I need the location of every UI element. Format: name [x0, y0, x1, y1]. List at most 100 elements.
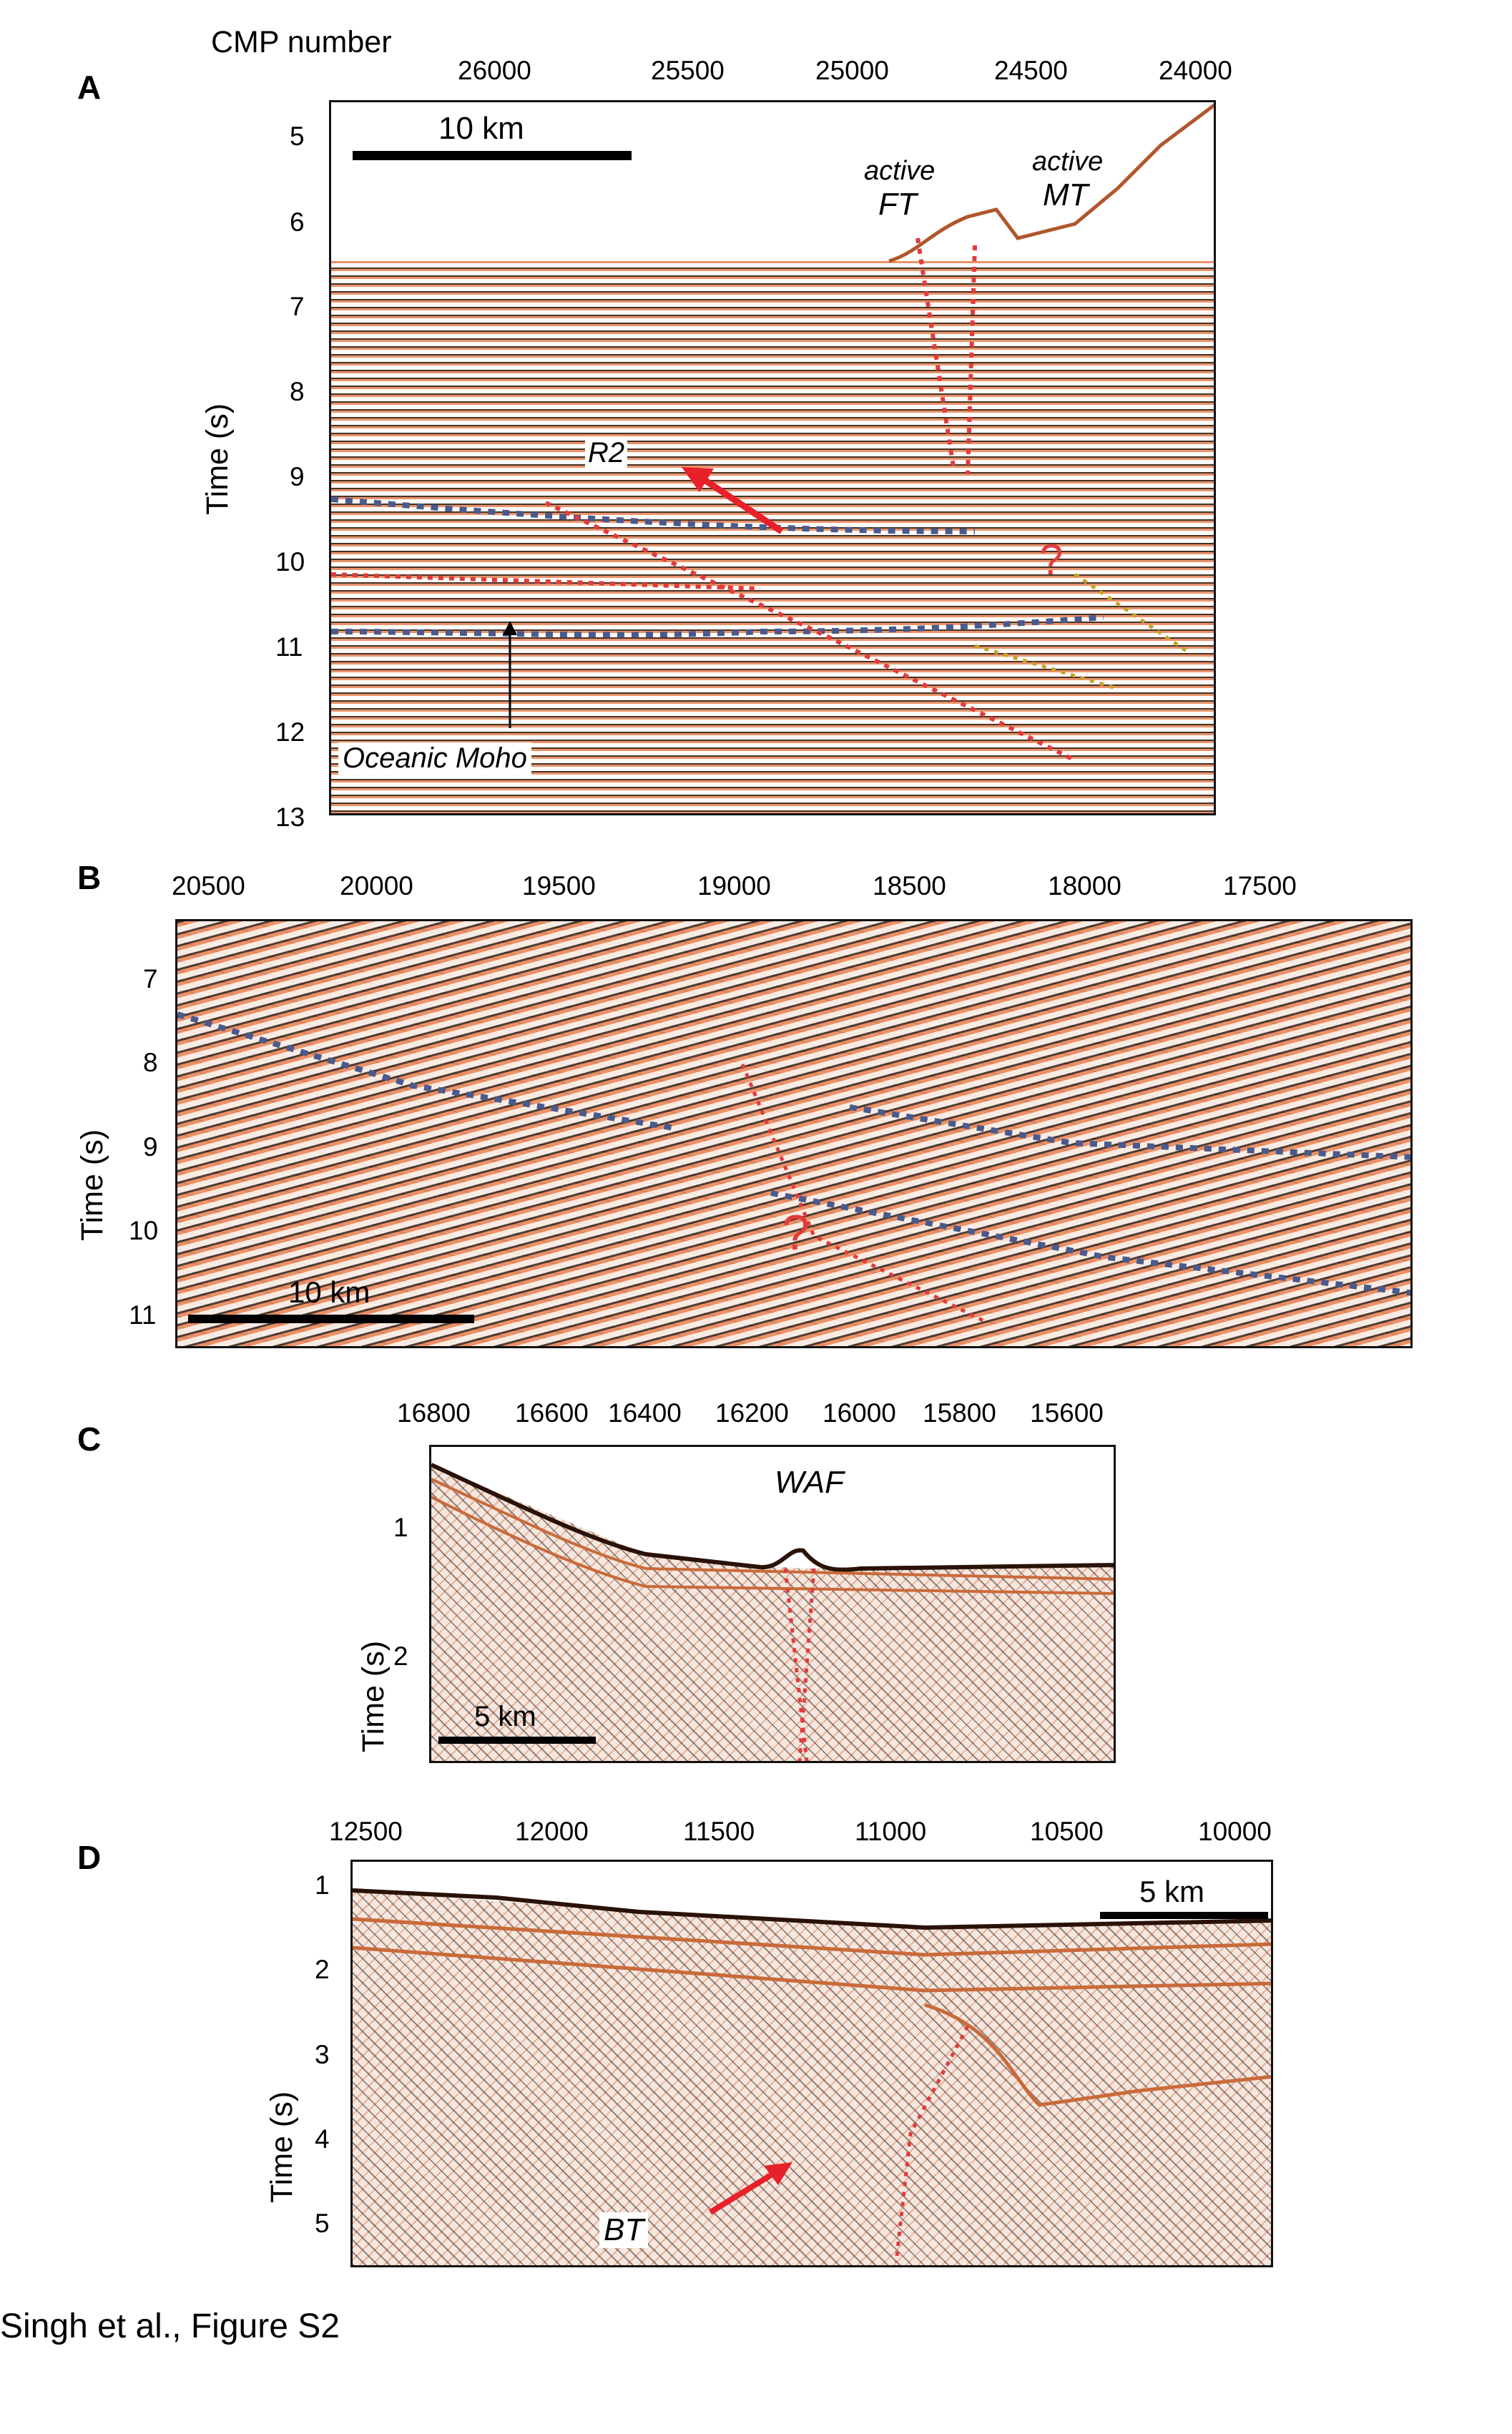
panel-b-seismic-section: ? 10 km	[175, 919, 1413, 1348]
panel-c-xtick: 16400	[608, 1398, 682, 1428]
panel-c-overlay	[431, 1447, 1114, 1761]
panel-d-ytick: 5	[315, 2209, 330, 2238]
panel-c-xtick: 16800	[397, 1398, 471, 1428]
mt-label: MT	[1043, 177, 1089, 212]
panel-d-reflectors	[353, 1917, 1271, 2107]
panel-a-ytick: 12	[275, 717, 305, 747]
panel-d-xtick: 12000	[515, 1817, 589, 1846]
question-mark-a: ?	[1039, 536, 1064, 584]
panel-b-fault	[740, 1064, 987, 1324]
panel-d-ytick: 2	[315, 1955, 330, 1984]
bt-fault	[894, 2025, 970, 2263]
panel-b-reflector-right	[849, 1104, 1410, 1160]
panel-d-seismic-section: BT 5 km	[350, 1860, 1273, 2267]
panel-d-ytick: 1	[315, 1870, 330, 1900]
panel-a-label: A	[77, 69, 102, 106]
panel-c-scale-label: 5 km	[474, 1701, 536, 1732]
panel-c-ytick: 2	[393, 1642, 408, 1671]
panel-a-water-column	[331, 102, 1214, 261]
panel-a-xtick: 25000	[815, 56, 889, 85]
panel-a-xtick: 26000	[458, 56, 531, 85]
active-ft-label: active	[864, 156, 936, 186]
panel-a-xtick: 24000	[1159, 56, 1232, 85]
red-arrow-icon	[682, 467, 714, 492]
panel-d-label: D	[77, 1839, 102, 1876]
panel-c-seafloor	[431, 1463, 1114, 1572]
waf-fault	[783, 1568, 816, 1761]
panel-d-xtick: 12500	[329, 1817, 403, 1846]
panel-d-ylabel: Time (s)	[265, 2091, 299, 2203]
panel-c-ytick: 1	[393, 1513, 408, 1542]
panel-b-reflector-lower	[770, 1190, 1410, 1296]
panel-d-seafloor	[353, 1888, 1271, 1930]
panel-b-reflector-upper	[177, 1011, 679, 1132]
panel-b-xtick: 18000	[1048, 871, 1121, 901]
panel-a-ytick: 13	[275, 803, 305, 832]
panel-b-xtick: 20500	[172, 871, 245, 901]
yellow-reflector	[974, 572, 1191, 691]
panel-a-scale-label: 10 km	[438, 111, 524, 146]
panel-b-label: B	[77, 859, 102, 896]
panel-a-ytick: 5	[290, 122, 305, 151]
figure-caption: Singh et al., Figure S2	[0, 2307, 340, 2345]
panel-c-ylabel: Time (s)	[356, 1640, 391, 1752]
panel-b-ytick: 9	[143, 1132, 158, 1162]
panel-d-ytick: 3	[315, 2040, 330, 2069]
panel-b-overlay	[177, 1011, 1410, 1324]
panel-d-xtick: 10500	[1030, 1817, 1104, 1846]
panel-a-ytick: 7	[290, 292, 305, 321]
panel-a-ytick: 8	[290, 377, 305, 406]
panel-b-ytick: 10	[129, 1216, 159, 1245]
cmp-number-label: CMP number	[211, 25, 392, 59]
panel-b-xtick: 20000	[340, 871, 413, 901]
panel-b-xtick: 19000	[697, 871, 771, 901]
panel-b-scale-bar	[188, 1315, 474, 1323]
panel-d-ytick: 4	[315, 2124, 330, 2154]
oceanic-moho-label: Oceanic Moho	[338, 742, 531, 775]
panel-a-seismic-section: 10 km active FT active MT R2 ? Oceanic M…	[329, 100, 1216, 815]
panel-c-xtick: 15600	[1030, 1398, 1104, 1428]
active-mt-label: active	[1032, 147, 1104, 177]
panel-d-arrow-shaft	[708, 2170, 777, 2215]
panel-c-reflectors	[431, 1478, 1114, 1595]
panel-b-ytick: 7	[143, 964, 158, 993]
panel-c-seismic-section: WAF 5 km	[429, 1445, 1116, 1763]
panel-c-xtick: 15800	[923, 1398, 996, 1428]
panel-c-label: C	[77, 1420, 102, 1458]
panel-d-overlay	[353, 1862, 1271, 2263]
panel-c-water	[431, 1447, 1114, 1569]
panel-d-scale-bar	[1100, 1912, 1268, 1919]
panel-a-xtick: 24500	[994, 56, 1068, 85]
fault-dotted	[331, 501, 1076, 762]
panel-b-xtick: 17500	[1223, 871, 1297, 901]
panel-b-ylabel: Time (s)	[75, 1129, 109, 1241]
panel-b-xtick: 18500	[873, 871, 946, 901]
panel-c-xtick: 16000	[823, 1398, 896, 1428]
fault-ft	[915, 237, 977, 475]
panel-a-scale-bar	[353, 151, 632, 160]
panel-a-ylabel: Time (s)	[200, 403, 235, 515]
ft-label: FT	[878, 187, 917, 222]
panel-d-arrow-icon	[764, 2162, 792, 2185]
waf-label: WAF	[775, 1465, 844, 1500]
panel-c-xtick: 16600	[515, 1398, 589, 1428]
panel-d-xtick: 11500	[683, 1817, 755, 1846]
panel-a-overlay	[331, 103, 1214, 762]
panel-c-scale-bar	[438, 1737, 596, 1744]
panel-a-ytick: 6	[290, 207, 305, 237]
question-mark-b: ?	[782, 1204, 810, 1260]
oceanic-moho-reflector	[331, 614, 1104, 638]
panel-b-xtick: 19500	[522, 871, 596, 901]
panel-d-scale-label: 5 km	[1139, 1875, 1205, 1908]
panel-d-xtick: 11000	[855, 1817, 927, 1846]
panel-d-xtick: 10000	[1198, 1817, 1272, 1846]
panel-a-xtick: 25500	[651, 56, 725, 85]
panel-a-ytick: 9	[290, 462, 305, 491]
r2-label: R2	[585, 437, 628, 469]
red-arrow-shaft	[694, 471, 784, 534]
panel-b-ytick: 11	[129, 1300, 157, 1330]
panel-c-xtick: 16200	[715, 1398, 789, 1428]
panel-d-water	[353, 1862, 1271, 1926]
moho-arrow-icon	[503, 621, 517, 635]
seafloor-reflector	[888, 103, 1214, 263]
